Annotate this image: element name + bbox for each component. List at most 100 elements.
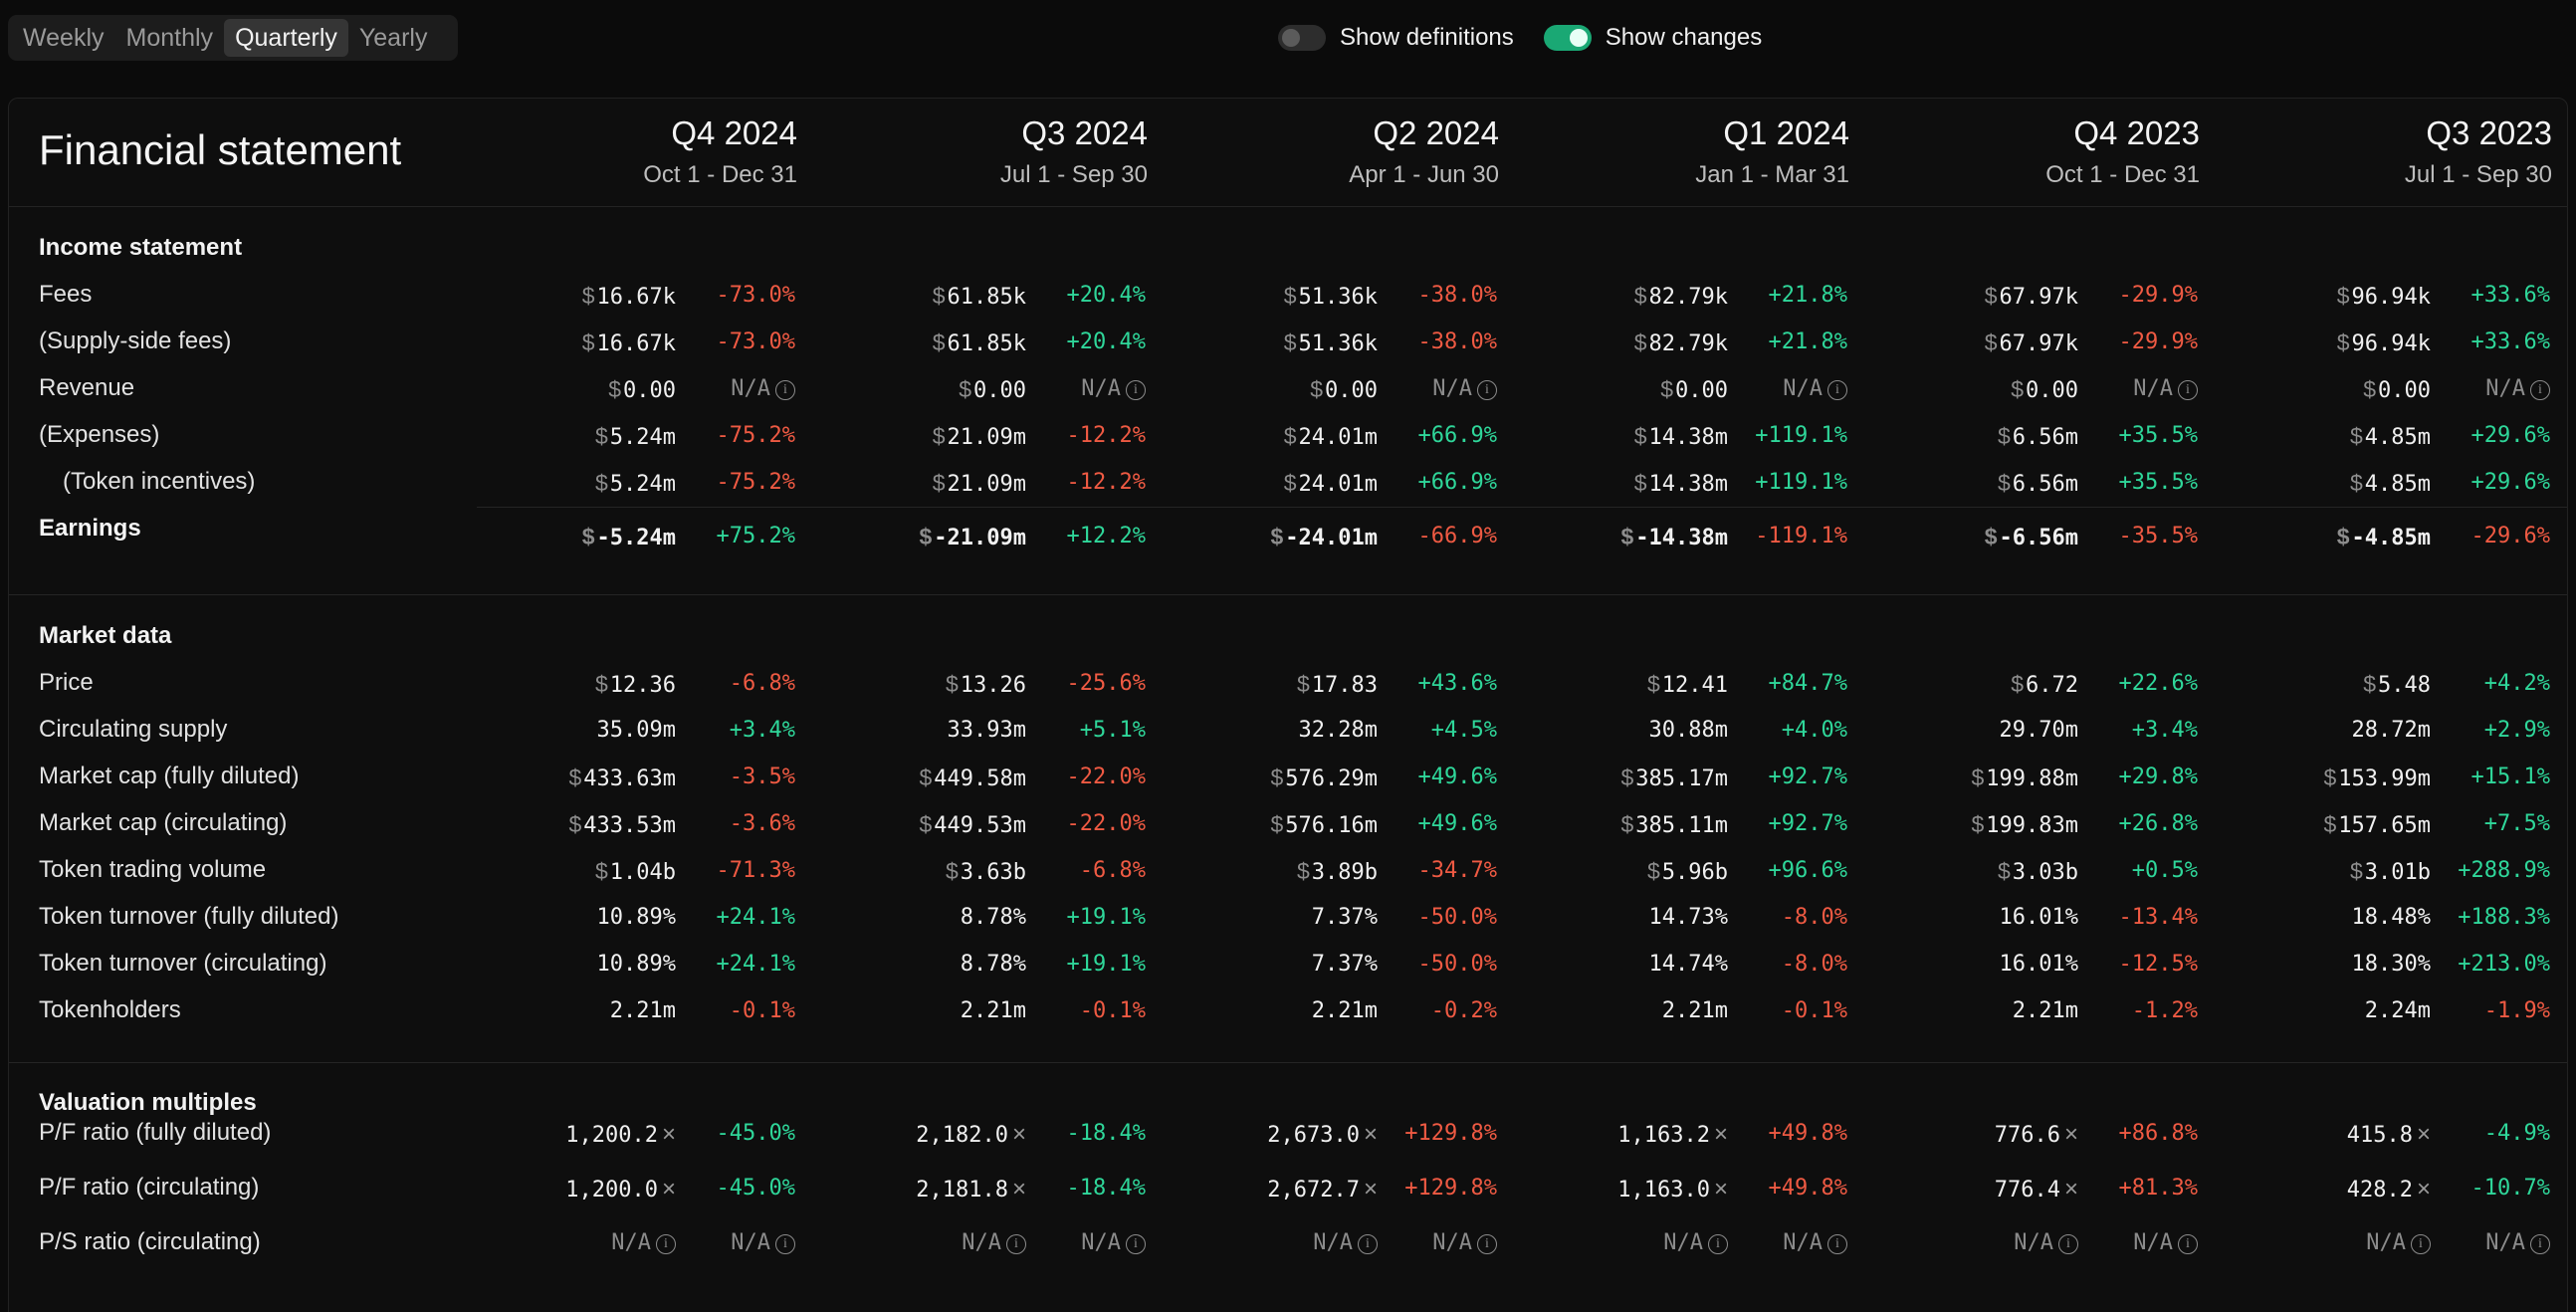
info-icon[interactable]: i xyxy=(1126,1234,1146,1254)
value-cell: $-14.38m xyxy=(1620,524,1728,550)
value-cell: $433.63m xyxy=(568,765,676,791)
currency-symbol: $ xyxy=(1997,423,2011,449)
change-cell: +21.8% xyxy=(1768,329,1847,354)
show-changes-toggle[interactable]: Show changes xyxy=(1543,24,1763,52)
value-cell: $21.09m xyxy=(932,470,1026,497)
value-cell: $3.89b xyxy=(1296,858,1378,885)
section-title: Income statement xyxy=(39,234,243,261)
change-cell: +188.3% xyxy=(2458,905,2550,930)
currency-symbol: $ xyxy=(932,283,946,309)
currency-symbol: $ xyxy=(1984,283,1998,309)
info-icon[interactable]: i xyxy=(2411,1234,2431,1254)
info-icon[interactable]: i xyxy=(656,1234,676,1254)
change-cell: +119.1% xyxy=(1755,423,1847,448)
change-cell: -0.1% xyxy=(729,998,795,1023)
info-icon[interactable]: i xyxy=(2178,1234,2198,1254)
info-icon[interactable]: i xyxy=(2530,1234,2550,1254)
info-icon[interactable]: i xyxy=(1477,380,1497,400)
value-cell: $6.56m xyxy=(1997,423,2078,450)
value-cell: 2,181.8 × xyxy=(916,1176,1026,1203)
value-cell: $5.96b xyxy=(1646,858,1728,885)
value-cell: N/A i xyxy=(1663,1230,1728,1255)
change-cell: -119.1% xyxy=(1755,524,1847,548)
change-cell: +0.5% xyxy=(2131,858,2198,883)
change-cell: -8.0% xyxy=(1781,952,1847,977)
tab-weekly[interactable]: Weekly xyxy=(23,23,105,52)
change-cell: -38.0% xyxy=(1417,329,1497,354)
row-label: Earnings xyxy=(39,515,141,542)
change-cell: -12.2% xyxy=(1066,423,1146,448)
value-cell: $61.85k xyxy=(932,329,1026,356)
row-label: Token trading volume xyxy=(39,856,267,883)
value-cell: $3.63b xyxy=(945,858,1026,885)
value-cell: $0.00 xyxy=(2011,376,2078,403)
value-cell: N/A i xyxy=(1313,1230,1378,1255)
change-cell: -73.0% xyxy=(716,283,795,308)
currency-symbol: $ xyxy=(1984,524,1998,549)
currency-symbol: $ xyxy=(919,524,933,549)
switch-knob xyxy=(1282,29,1300,47)
info-icon[interactable]: i xyxy=(1126,380,1146,400)
value-cell: $-21.09m xyxy=(919,524,1026,550)
value-cell: 415.8 × xyxy=(2346,1121,2431,1148)
row-label: Revenue xyxy=(39,374,135,401)
currency-symbol: $ xyxy=(945,671,959,697)
currency-symbol: $ xyxy=(1270,765,1284,790)
currency-symbol: $ xyxy=(581,329,595,355)
multiple-symbol: × xyxy=(1713,1176,1728,1203)
change-cell: -12.5% xyxy=(2118,952,2198,977)
value-cell: $153.99m xyxy=(2323,765,2431,791)
value-cell: $0.00 xyxy=(1310,376,1378,403)
column-header: Q4 2024 Oct 1 - Dec 31 xyxy=(459,99,797,206)
tab-quarterly[interactable]: Quarterly xyxy=(224,19,348,57)
change-cell: -4.9% xyxy=(2483,1121,2550,1146)
value-cell: $12.41 xyxy=(1646,671,1728,698)
period-segmented-control: Weekly Monthly Quarterly Yearly xyxy=(8,15,458,61)
change-cell: -50.0% xyxy=(1417,905,1497,930)
definitions-switch[interactable] xyxy=(1278,25,1326,51)
info-icon[interactable]: i xyxy=(2058,1234,2078,1254)
info-icon[interactable]: i xyxy=(1477,1234,1497,1254)
change-cell: +7.5% xyxy=(2483,811,2550,836)
info-icon[interactable]: i xyxy=(1006,1234,1026,1254)
value-cell: $4.85m xyxy=(2349,470,2431,497)
info-icon[interactable]: i xyxy=(1358,1234,1378,1254)
value-cell: $385.17m xyxy=(1620,765,1728,791)
value-cell: $12.36 xyxy=(594,671,676,698)
currency-symbol: $ xyxy=(1646,858,1660,884)
financial-statement-panel: Financial statement Q4 2024 Oct 1 - Dec 3… xyxy=(8,98,2568,1312)
value-cell: 2.21m xyxy=(609,998,676,1023)
currency-symbol: $ xyxy=(2349,423,2363,449)
info-icon[interactable]: i xyxy=(775,380,795,400)
info-icon[interactable]: i xyxy=(2530,380,2550,400)
tab-yearly[interactable]: Yearly xyxy=(358,23,428,52)
multiple-symbol: × xyxy=(1713,1121,1728,1148)
value-cell: $-24.01m xyxy=(1270,524,1378,550)
info-icon[interactable]: i xyxy=(775,1234,795,1254)
change-cell: -73.0% xyxy=(716,329,795,354)
show-definitions-toggle[interactable]: Show definitions xyxy=(1278,24,1514,52)
currency-symbol: $ xyxy=(1296,858,1310,884)
info-icon[interactable]: i xyxy=(1827,380,1847,400)
change-cell: +81.3% xyxy=(2118,1176,2198,1201)
changes-switch[interactable] xyxy=(1543,25,1592,51)
change-cell: -29.9% xyxy=(2118,283,2198,308)
value-cell: 2.21m xyxy=(2012,998,2078,1023)
change-cell: +84.7% xyxy=(1768,671,1847,696)
toggle-group: Show definitions Show changes xyxy=(1278,20,1792,56)
info-icon[interactable]: i xyxy=(1708,1234,1728,1254)
currency-symbol: $ xyxy=(1633,283,1647,309)
currency-symbol: $ xyxy=(2011,376,2025,402)
currency-symbol: $ xyxy=(594,858,608,884)
info-icon[interactable]: i xyxy=(1827,1234,1847,1254)
value-cell: $199.83m xyxy=(1971,811,2078,838)
change-cell: +4.5% xyxy=(1430,718,1497,743)
tab-monthly[interactable]: Monthly xyxy=(125,23,214,52)
value-cell: 18.30% xyxy=(2351,952,2431,977)
currency-symbol: $ xyxy=(2336,329,2350,355)
value-cell: $96.94k xyxy=(2336,329,2431,356)
show-changes-label: Show changes xyxy=(1605,24,1763,51)
change-cell: N/A i xyxy=(731,376,795,401)
info-icon[interactable]: i xyxy=(2178,380,2198,400)
multiple-symbol: × xyxy=(2063,1121,2078,1148)
